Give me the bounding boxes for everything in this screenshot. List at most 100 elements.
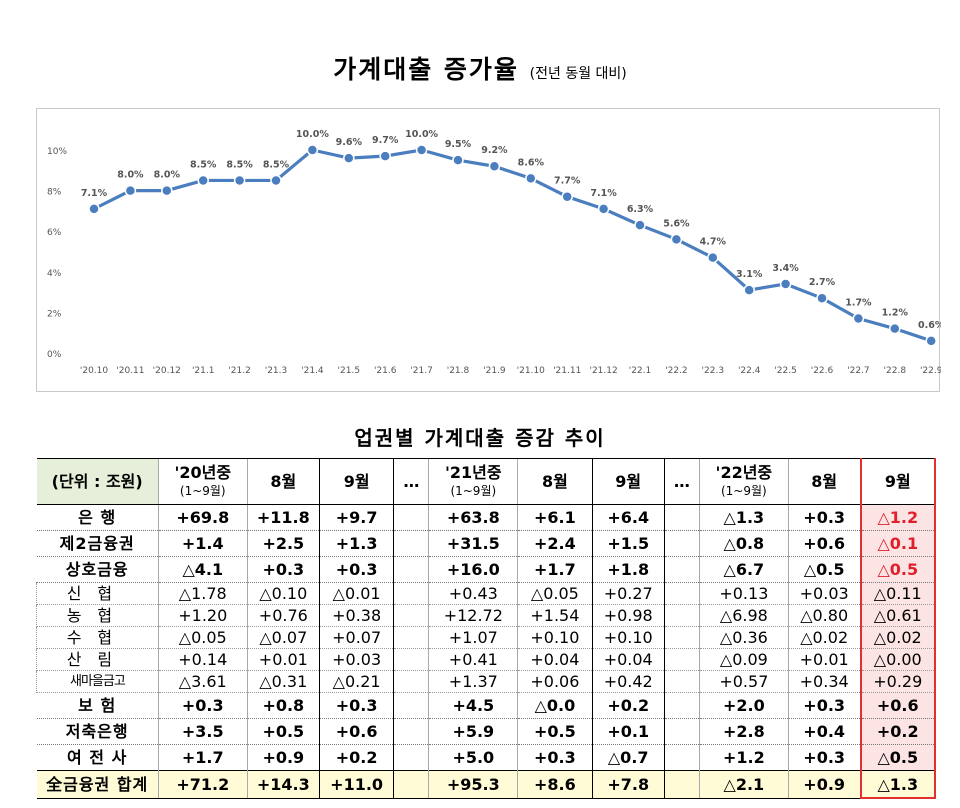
- value-cell: +6.4: [591, 504, 665, 531]
- x-tick-label: '22.9: [920, 366, 941, 376]
- x-tick-label: '20.11: [116, 366, 144, 376]
- value-cell: +0.04: [591, 648, 665, 671]
- spacer-cell: [393, 718, 429, 745]
- value-cell: +1.2: [698, 744, 789, 771]
- value-cell: +4.5: [428, 692, 518, 719]
- row-label: 제2금융권: [36, 530, 159, 557]
- table-row: 全금융권 합계 +71.2 +14.3 +11.0 +95.3 +8.6 +7.8 △2.1 +…: [36, 770, 937, 799]
- value-cell: +0.3: [787, 692, 861, 719]
- data-label: 8.5%: [263, 159, 290, 170]
- value-cell: +12.72: [428, 604, 518, 627]
- value-cell: △3.61: [157, 670, 248, 693]
- header-m9b: 9월: [591, 458, 665, 505]
- data-point: [197, 174, 209, 187]
- value-cell: +0.06: [517, 670, 593, 693]
- data-point: [161, 184, 173, 197]
- spacer-cell: [393, 770, 429, 799]
- data-point: [889, 322, 901, 335]
- value-cell: △0.8: [698, 530, 789, 557]
- table-row: 신협 △1.78 △0.10 △0.01 +0.43 △0.05 +0.27 +0.13 +0.…: [36, 582, 937, 605]
- value-cell: +6.1: [517, 504, 593, 531]
- data-label: 9.6%: [336, 137, 363, 148]
- x-tick-label: '21.8: [447, 366, 470, 376]
- value-cell: △0.5: [859, 744, 937, 771]
- value-cell: +5.9: [428, 718, 518, 745]
- x-tick-label: '20.12: [153, 366, 181, 376]
- value-cell: +0.3: [787, 744, 861, 771]
- table-row: 보 험 +0.3 +0.8 +0.3 +4.5 △0.0 +0.2 +2.0 +0.3 +0.6: [36, 692, 937, 719]
- value-cell: △6.98: [698, 604, 789, 627]
- data-label: 10.0%: [296, 129, 329, 140]
- data-point: [452, 154, 464, 166]
- data-label: 8.6%: [518, 157, 545, 168]
- x-tick-label: '21.1: [192, 366, 215, 376]
- value-cell: +0.43: [428, 582, 518, 605]
- value-cell: +1.07: [428, 626, 518, 649]
- value-cell: △0.21: [318, 670, 395, 693]
- x-tick-label: '22.1: [629, 366, 652, 376]
- spacer-cell: [664, 582, 700, 605]
- data-point: [743, 284, 755, 296]
- data-point: [233, 174, 246, 187]
- y-tick-label: 8%: [47, 188, 62, 198]
- header-y21: '21년중 (1~9월): [428, 458, 518, 505]
- data-point: [270, 174, 282, 187]
- value-cell: △6.7: [698, 556, 789, 583]
- value-cell: +0.6: [318, 718, 395, 745]
- value-cell: +0.3: [246, 556, 320, 583]
- row-label: 저축은행: [36, 718, 159, 745]
- value-cell: +0.03: [318, 648, 395, 671]
- data-point: [670, 233, 683, 246]
- x-tick-label: '22.5: [774, 366, 797, 376]
- table-body: 은 행 +69.8 +11.8 +9.7 +63.8 +6.1 +6.4 △1.3 +0.3 △1…: [36, 504, 937, 799]
- value-cell: +0.13: [698, 582, 789, 605]
- x-tick-label: '21.6: [374, 366, 397, 376]
- data-label: 3.4%: [772, 263, 799, 274]
- data-label: 2.7%: [809, 277, 836, 288]
- spacer-cell: [664, 530, 700, 557]
- value-cell: +69.8: [157, 504, 248, 531]
- unit-label: (단위 : 조원): [36, 458, 159, 505]
- value-cell: +2.4: [517, 530, 593, 557]
- row-label: 보 험: [36, 692, 159, 719]
- x-tick-label: '21.5: [338, 366, 361, 376]
- value-cell: +0.9: [246, 744, 320, 771]
- header-y20: '20년중 (1~9월): [157, 458, 248, 505]
- value-cell: △1.78: [157, 582, 248, 605]
- value-cell: +0.1: [591, 718, 665, 745]
- value-cell: +0.3: [318, 556, 395, 583]
- value-cell: △0.36: [698, 626, 789, 649]
- value-cell: +0.10: [591, 626, 665, 649]
- value-cell: +0.29: [859, 670, 937, 693]
- y-tick-label: 6%: [47, 228, 62, 238]
- table-row: 은 행 +69.8 +11.8 +9.7 +63.8 +6.1 +6.4 △1.3 +0.3 △1…: [36, 504, 937, 531]
- series-line: [93, 148, 932, 343]
- spacer-cell: [393, 744, 429, 771]
- value-cell: +1.20: [157, 604, 248, 627]
- value-cell: △0.09: [698, 648, 789, 671]
- data-point: [488, 160, 501, 172]
- value-cell: +0.8: [246, 692, 320, 719]
- spacer-cell: [664, 648, 700, 671]
- row-label: 은 행: [36, 504, 159, 531]
- x-tick-label: '22.8: [884, 366, 907, 376]
- value-cell: △0.02: [787, 626, 861, 649]
- data-point: [415, 144, 428, 156]
- x-tick-label: '22.6: [811, 366, 834, 376]
- loan-table: (단위 : 조원) '20년중 (1~9월) 8월 9월 … '21년중 (1~9월…: [36, 458, 937, 799]
- value-cell: +63.8: [428, 504, 518, 531]
- table-title: 업권별 가계대출 증감 추이: [354, 426, 606, 450]
- x-tick-label: '21.11: [553, 366, 581, 376]
- spacer-cell: [393, 692, 429, 719]
- value-cell: △0.0: [517, 692, 593, 719]
- header-dots-2: …: [664, 458, 700, 505]
- header-m9c: 9월: [859, 458, 937, 505]
- data-label: 7.7%: [554, 176, 581, 187]
- value-cell: +95.3: [428, 770, 518, 799]
- x-tick-label: '21.2: [228, 366, 251, 376]
- header-m8c: 8월: [787, 458, 861, 505]
- data-point: [634, 219, 646, 231]
- line-chart-svg: 0% 2% 4% 6% 8% 10% 7.1% 8.0% 8.0% 8.5% 8.5% 8.5% 10.…: [47, 129, 941, 376]
- table-row: 산림 +0.14 +0.01 +0.03 +0.41 +0.04 +0.04 △0.09 +0.…: [36, 648, 937, 671]
- table-row: 저축은행 +3.5 +0.5 +0.6 +5.9 +0.5 +0.1 +2.8 +0.4 +0.2: [36, 718, 937, 745]
